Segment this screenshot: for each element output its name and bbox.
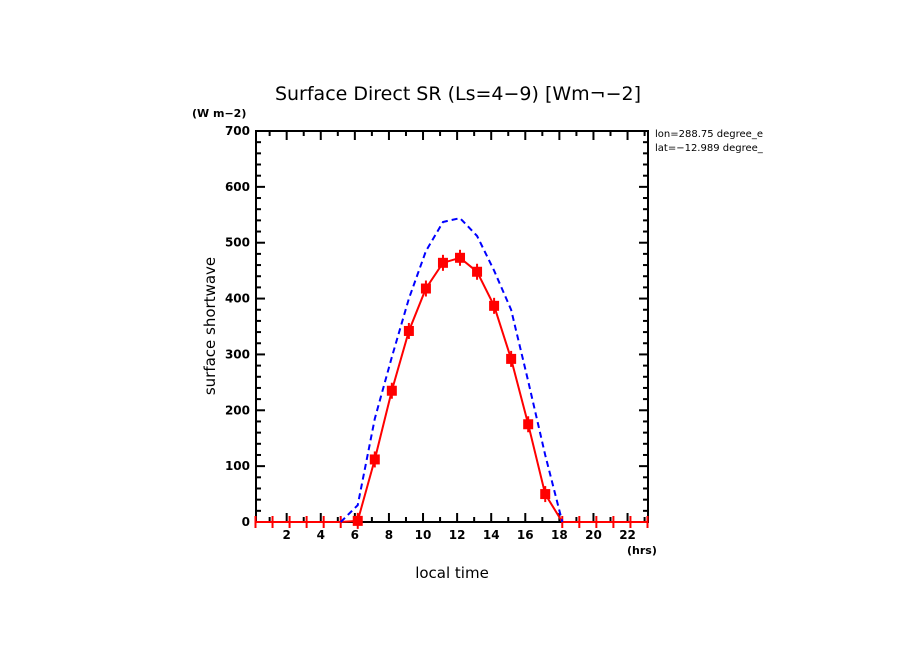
x-tick-label: 16 (517, 528, 534, 542)
y-tick-label: 300 (225, 347, 250, 361)
y-tick-label: 600 (225, 180, 250, 194)
x-tick-label: 6 (351, 528, 359, 542)
y-tick-label: 0 (242, 515, 250, 529)
x-axis-label: local time (415, 564, 489, 582)
x-tick-label: 12 (449, 528, 466, 542)
data-point-marker (523, 419, 534, 430)
axes-group (255, 130, 649, 523)
data-point-marker (489, 300, 500, 311)
chart-title: Surface Direct SR (Ls=4−9) [Wm¬−2] (275, 83, 641, 105)
x-tick-label: 20 (585, 528, 602, 542)
x-tick-label: 2 (282, 528, 290, 542)
x-units-label: (hrs) (627, 544, 657, 557)
y-axis-label: surface shortwave (201, 257, 219, 395)
series-group (254, 216, 649, 529)
x-tick-label: 4 (317, 528, 325, 542)
data-point-marker (369, 454, 380, 465)
data-point-marker (455, 252, 466, 263)
y-tick-label: 200 (225, 403, 250, 417)
y-tick-label: 400 (225, 292, 250, 306)
observed-line (255, 256, 648, 523)
data-point-marker (386, 385, 397, 396)
data-point-marker (420, 283, 431, 294)
data-point-marker (472, 266, 483, 277)
x-tick-label: 10 (415, 528, 432, 542)
x-tick-label: 14 (483, 528, 500, 542)
data-point-marker (540, 489, 551, 500)
plot-frame (255, 130, 649, 523)
data-point-marker (352, 515, 363, 526)
tick-labels-group: 2 4 6 8 10 12 14 16 18 20 22 0 100 200 300 400 500 600 700 (225, 124, 636, 542)
y-tick-label: 700 (225, 124, 250, 138)
y-units-label: (W m−2) (192, 107, 246, 120)
data-point-marker (403, 325, 414, 336)
data-point-marker (506, 353, 517, 364)
y-tick-label: 100 (225, 459, 250, 473)
data-point-marker (437, 257, 448, 268)
model-line (339, 216, 564, 523)
x-tick-label: 18 (551, 528, 568, 542)
annotation-lon: lon=288.75 degree_e (655, 129, 763, 140)
x-tick-label: 22 (619, 528, 636, 542)
x-tick-label: 8 (385, 528, 393, 542)
y-tick-label: 500 (225, 236, 250, 250)
annotation-lat: lat=−12.989 degree_ (655, 143, 764, 154)
